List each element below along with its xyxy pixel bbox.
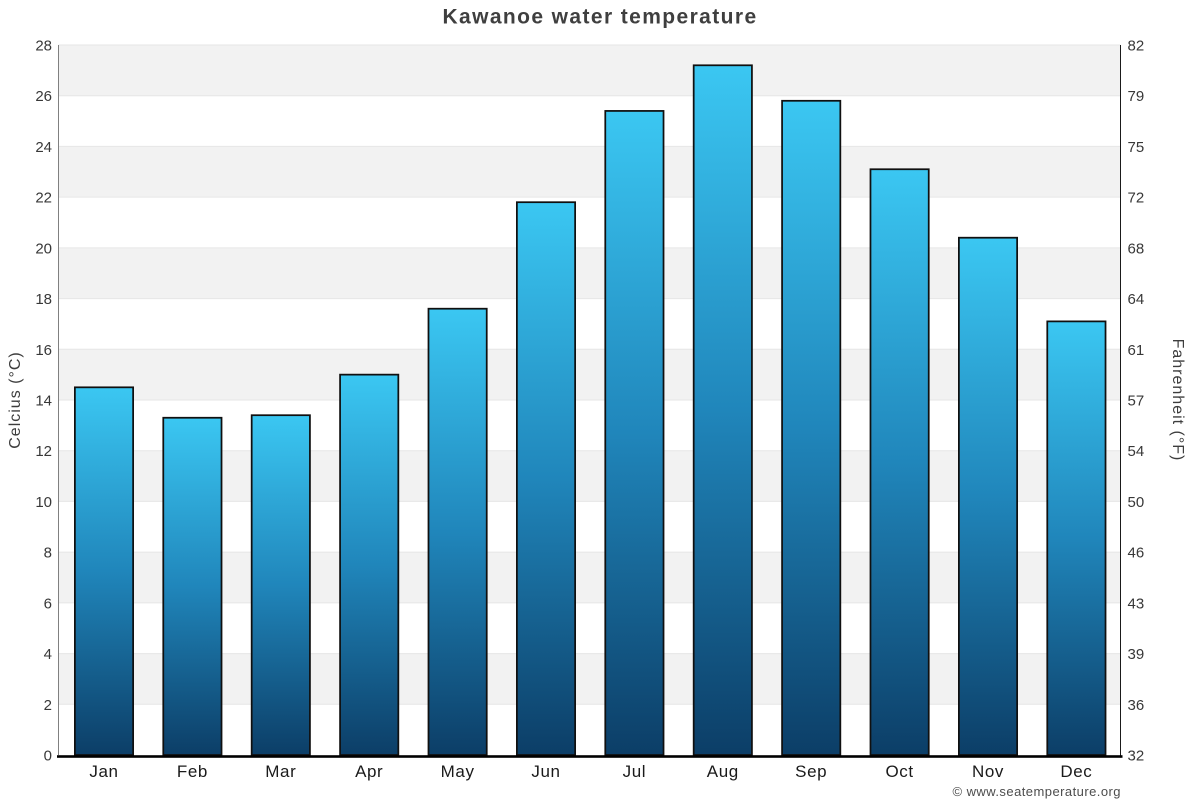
svg-text:Sep: Sep — [795, 762, 827, 781]
svg-text:6: 6 — [44, 595, 52, 612]
svg-text:Feb: Feb — [177, 762, 208, 781]
svg-text:Jun: Jun — [531, 762, 560, 781]
svg-text:16: 16 — [35, 342, 52, 359]
svg-text:20: 20 — [35, 240, 52, 257]
svg-text:36: 36 — [1128, 697, 1145, 714]
svg-text:57: 57 — [1128, 393, 1145, 410]
svg-text:May: May — [441, 762, 475, 781]
svg-text:12: 12 — [35, 443, 52, 460]
svg-text:Apr: Apr — [355, 762, 383, 781]
svg-text:46: 46 — [1128, 545, 1145, 562]
svg-text:43: 43 — [1128, 595, 1145, 612]
svg-text:72: 72 — [1128, 190, 1145, 207]
svg-text:0: 0 — [44, 748, 52, 765]
svg-text:32: 32 — [1128, 748, 1145, 765]
svg-text:Dec: Dec — [1060, 762, 1092, 781]
svg-text:22: 22 — [35, 190, 52, 207]
svg-text:Nov: Nov — [972, 762, 1004, 781]
svg-text:50: 50 — [1128, 494, 1145, 511]
svg-text:79: 79 — [1128, 88, 1145, 105]
svg-text:10: 10 — [35, 494, 52, 511]
svg-text:Mar: Mar — [265, 762, 296, 781]
svg-text:2: 2 — [44, 697, 52, 714]
svg-text:© www.seatemperature.org: © www.seatemperature.org — [952, 784, 1121, 799]
svg-text:54: 54 — [1128, 443, 1145, 460]
svg-text:68: 68 — [1128, 240, 1145, 257]
svg-text:Jul: Jul — [623, 762, 647, 781]
svg-text:75: 75 — [1128, 139, 1145, 156]
svg-text:24: 24 — [35, 139, 52, 156]
svg-text:39: 39 — [1128, 646, 1145, 663]
svg-text:18: 18 — [35, 291, 52, 308]
svg-text:8: 8 — [44, 545, 52, 562]
svg-text:61: 61 — [1128, 342, 1145, 359]
svg-text:Celcius (°C): Celcius (°C) — [7, 351, 24, 449]
svg-text:4: 4 — [44, 646, 52, 663]
svg-text:Kawanoe water temperature: Kawanoe water temperature — [442, 6, 757, 29]
svg-text:Aug: Aug — [707, 762, 739, 781]
svg-text:14: 14 — [35, 393, 52, 410]
svg-text:Oct: Oct — [885, 762, 913, 781]
svg-text:82: 82 — [1128, 38, 1145, 55]
svg-text:28: 28 — [35, 38, 52, 55]
svg-text:26: 26 — [35, 88, 52, 105]
svg-text:Jan: Jan — [89, 762, 118, 781]
svg-text:64: 64 — [1128, 291, 1145, 308]
svg-text:Fahrenheit (°F): Fahrenheit (°F) — [1169, 339, 1186, 462]
